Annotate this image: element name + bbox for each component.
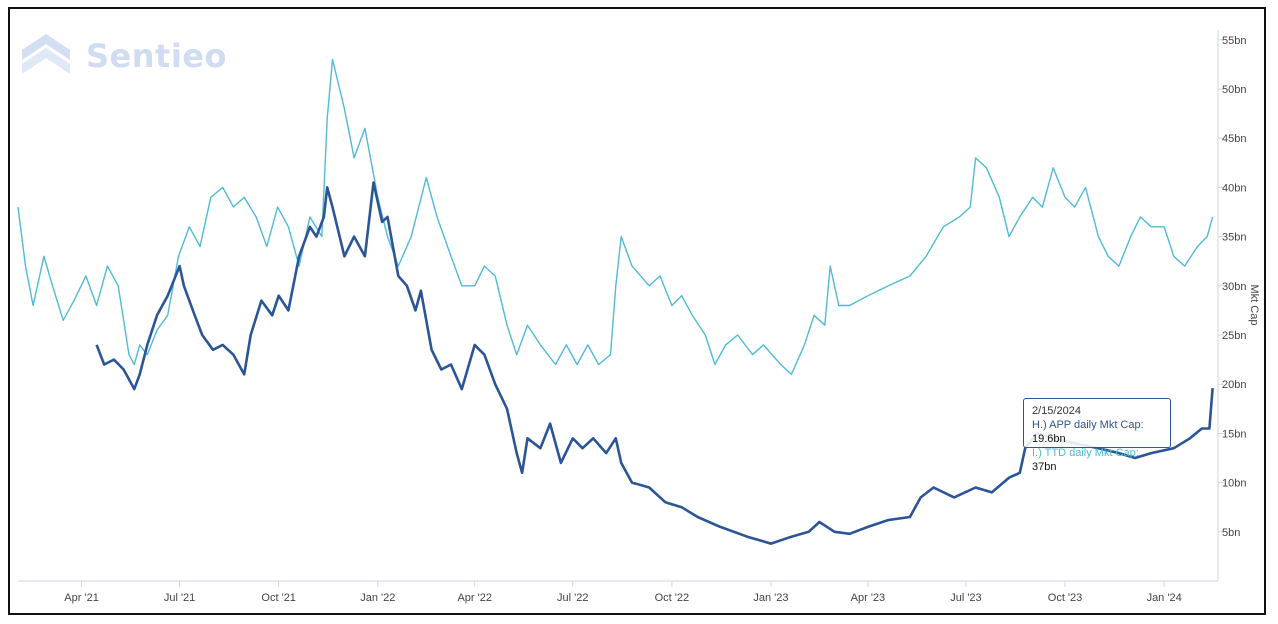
- tooltip-label-app: H.) APP daily Mkt Cap:: [1032, 419, 1144, 431]
- x-tick-label: Jul '22: [557, 592, 588, 604]
- y-tick-label: 55bn: [1222, 35, 1246, 47]
- x-tick-label: Jul '23: [950, 592, 981, 604]
- x-tick-label: Jan '22: [360, 592, 395, 604]
- sentieo-logo: Sentieo: [18, 28, 227, 84]
- tooltip-value-app: 19.6bn: [1032, 433, 1066, 445]
- x-axis-ticks: Apr '21 Jul '21 Oct '21 Jan '22 Apr '22 Jul '…: [64, 581, 1182, 604]
- tooltip-row-ttd: I.) TTD daily Mkt Cap: 37bn: [1032, 446, 1162, 474]
- tooltip-value-ttd: 37bn: [1032, 461, 1057, 473]
- y-tick-label: 15bn: [1222, 428, 1246, 440]
- tooltip-row-app: H.) APP daily Mkt Cap: 19.6bn: [1032, 418, 1162, 446]
- y-tick-label: 40bn: [1222, 182, 1246, 194]
- y-axis-title: Mkt Cap: [1248, 285, 1260, 326]
- x-tick-label: Oct '23: [1048, 592, 1083, 604]
- chart-tooltip: 2/15/2024 H.) APP daily Mkt Cap: 19.6bn …: [1023, 398, 1171, 473]
- y-tick-label: 5bn: [1222, 527, 1240, 539]
- x-tick-label: Apr '21: [64, 592, 99, 604]
- chart-frame: [8, 7, 1266, 615]
- tooltip-label-ttd: I.) TTD daily Mkt Cap:: [1032, 447, 1139, 459]
- tooltip-date: 2/15/2024: [1032, 405, 1081, 417]
- x-tick-label: Oct '22: [655, 592, 690, 604]
- series-line-app: [95, 181, 1214, 545]
- y-axis-ticks: 5bn 10bn 15bn 20bn 25bn 30bn 35bn 40bn 45bn 50bn 5…: [1218, 35, 1246, 539]
- stacked-chevron-logo-icon: [22, 34, 70, 74]
- y-tick-label: 45bn: [1222, 133, 1246, 145]
- y-tick-label: 30bn: [1222, 281, 1246, 293]
- x-tick-label: Apr '22: [457, 592, 492, 604]
- x-tick-label: Jan '24: [1147, 592, 1182, 604]
- series-layer: [17, 58, 1214, 545]
- y-tick-label: 20bn: [1222, 379, 1246, 391]
- x-tick-label: Apr '23: [851, 592, 886, 604]
- series-line-ttd: [17, 58, 1214, 376]
- y-tick-label: 50bn: [1222, 84, 1246, 96]
- y-tick-label: 35bn: [1222, 232, 1246, 244]
- y-tick-label: 10bn: [1222, 478, 1246, 490]
- x-tick-label: Jul '21: [164, 592, 195, 604]
- logo-wordmark: Sentieo: [86, 37, 227, 75]
- x-tick-label: Oct '21: [261, 592, 296, 604]
- y-tick-label: 25bn: [1222, 330, 1246, 342]
- x-tick-label: Jan '23: [753, 592, 788, 604]
